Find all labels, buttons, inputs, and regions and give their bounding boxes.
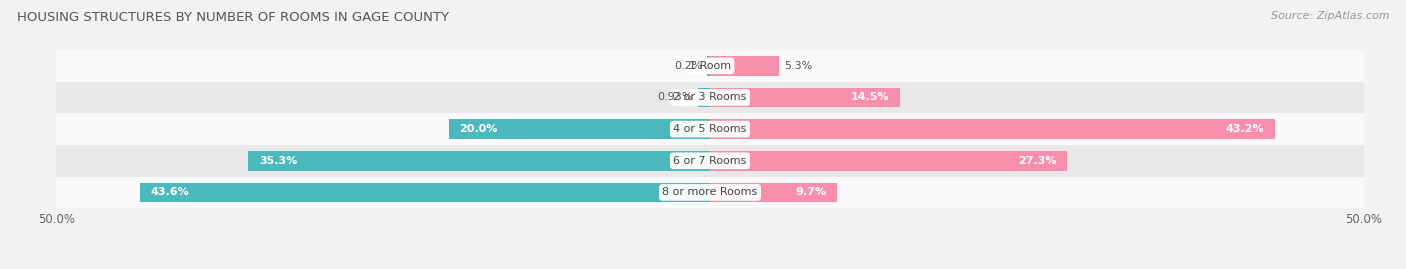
Bar — [56, 176, 1364, 208]
Text: 35.3%: 35.3% — [259, 156, 297, 166]
Text: 14.5%: 14.5% — [851, 93, 889, 102]
Bar — [56, 50, 1364, 82]
Bar — [56, 113, 1364, 145]
Bar — [710, 119, 1275, 139]
Bar — [710, 56, 779, 76]
Bar — [249, 151, 710, 171]
Text: 27.3%: 27.3% — [1018, 156, 1056, 166]
Text: 4 or 5 Rooms: 4 or 5 Rooms — [673, 124, 747, 134]
Text: 5.3%: 5.3% — [785, 61, 813, 71]
Legend: Owner-occupied, Renter-occupied: Owner-occupied, Renter-occupied — [582, 266, 838, 269]
Bar — [56, 82, 1364, 113]
Bar — [710, 183, 837, 202]
Bar — [697, 88, 710, 107]
Bar — [707, 56, 710, 76]
Text: 43.2%: 43.2% — [1226, 124, 1264, 134]
Bar — [141, 183, 710, 202]
Text: 2 or 3 Rooms: 2 or 3 Rooms — [673, 93, 747, 102]
Text: 6 or 7 Rooms: 6 or 7 Rooms — [673, 156, 747, 166]
Text: 43.6%: 43.6% — [150, 187, 190, 197]
Bar — [56, 145, 1364, 176]
Text: 1 Room: 1 Room — [689, 61, 731, 71]
Text: 0.2%: 0.2% — [673, 61, 702, 71]
Text: 8 or more Rooms: 8 or more Rooms — [662, 187, 758, 197]
Text: Source: ZipAtlas.com: Source: ZipAtlas.com — [1271, 11, 1389, 21]
Text: 9.7%: 9.7% — [796, 187, 827, 197]
Bar — [710, 88, 900, 107]
Text: 20.0%: 20.0% — [458, 124, 498, 134]
Bar — [710, 151, 1067, 171]
Bar — [449, 119, 710, 139]
Text: 0.93%: 0.93% — [657, 93, 693, 102]
Text: HOUSING STRUCTURES BY NUMBER OF ROOMS IN GAGE COUNTY: HOUSING STRUCTURES BY NUMBER OF ROOMS IN… — [17, 11, 449, 24]
